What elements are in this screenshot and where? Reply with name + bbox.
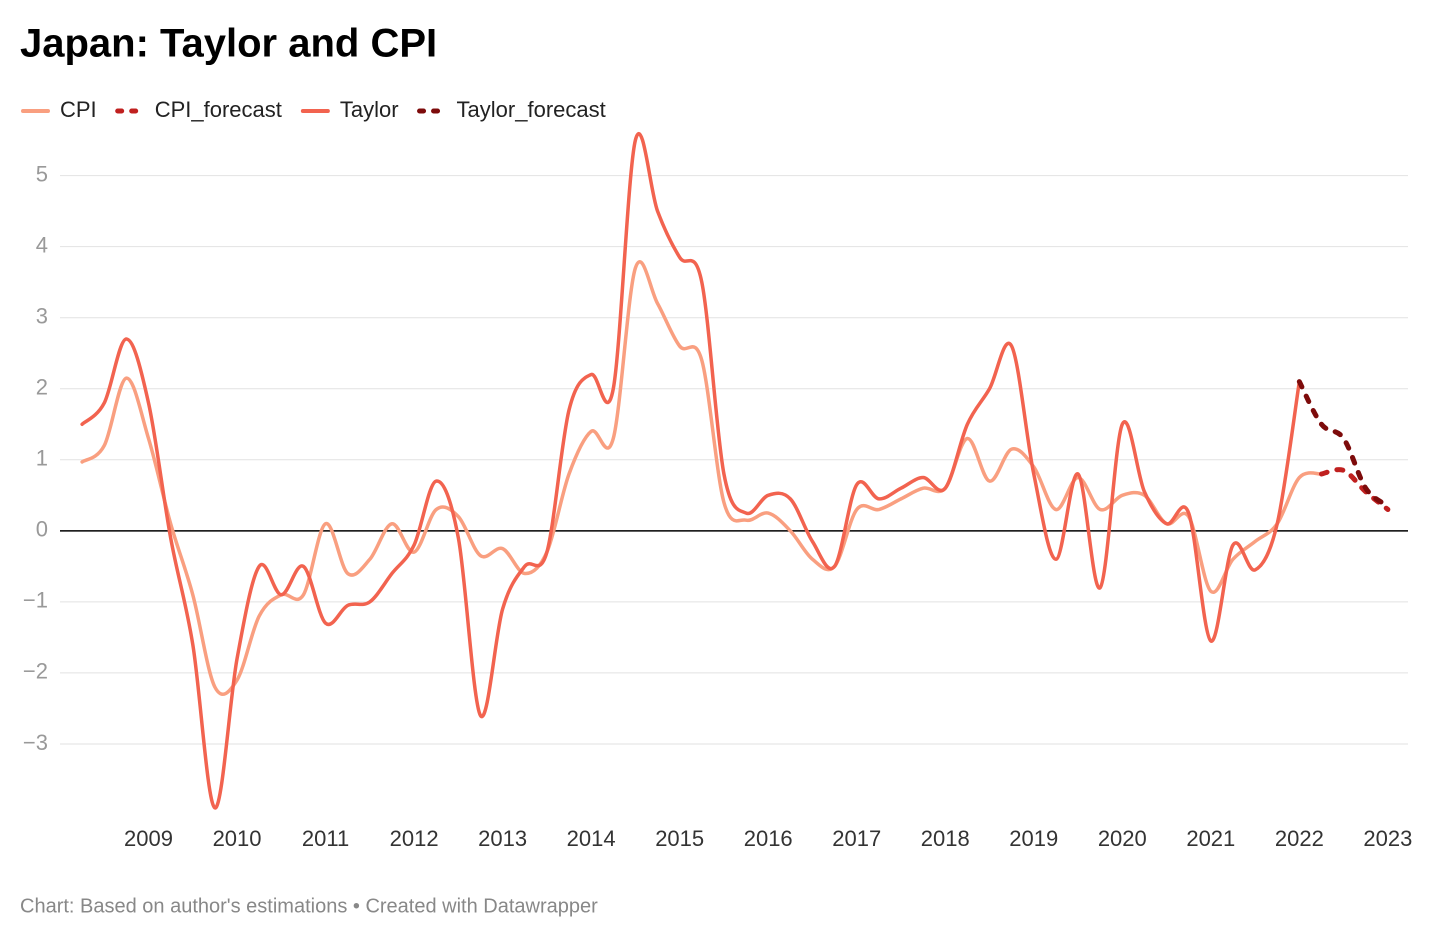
x-tick-label: 2012 xyxy=(390,826,439,851)
series-line xyxy=(80,260,1324,696)
x-tick-label: 2015 xyxy=(655,826,704,851)
legend-label: Taylor_forecast xyxy=(457,97,606,122)
x-tick-label: 2018 xyxy=(921,826,970,851)
x-tick-label: 2010 xyxy=(213,826,262,851)
series-line xyxy=(80,131,1302,810)
chart-title: Japan: Taylor and CPI xyxy=(20,22,437,66)
legend-label: CPI xyxy=(60,97,97,122)
legend-label: Taylor xyxy=(340,97,399,122)
x-tick-label: 2016 xyxy=(744,826,793,851)
y-tick-label: 1 xyxy=(36,446,48,471)
x-tick-label: 2023 xyxy=(1363,826,1412,851)
series-line xyxy=(1318,467,1391,513)
y-tick-label: 3 xyxy=(36,304,48,329)
legend-label: CPI_forecast xyxy=(155,97,282,122)
x-tick-label: 2021 xyxy=(1186,826,1235,851)
y-tick-label: 0 xyxy=(36,517,48,542)
y-tick-label: −1 xyxy=(23,588,48,613)
y-tick-label: 2 xyxy=(36,375,48,400)
y-tick-label: 4 xyxy=(36,232,48,257)
x-tick-label: 2009 xyxy=(124,826,173,851)
x-tick-label: 2022 xyxy=(1275,826,1324,851)
y-tick-label: 5 xyxy=(36,161,48,186)
x-tick-label: 2014 xyxy=(567,826,616,851)
y-tick-label: −2 xyxy=(23,659,48,684)
chart-source: Chart: Based on author's estimations • C… xyxy=(20,895,598,917)
x-tick-label: 2017 xyxy=(832,826,881,851)
x-tick-label: 2013 xyxy=(478,826,527,851)
x-tick-label: 2019 xyxy=(1009,826,1058,851)
series-line xyxy=(1296,379,1391,509)
y-tick-label: −3 xyxy=(23,730,48,755)
x-tick-label: 2011 xyxy=(302,826,349,851)
x-tick-label: 2020 xyxy=(1098,826,1147,851)
